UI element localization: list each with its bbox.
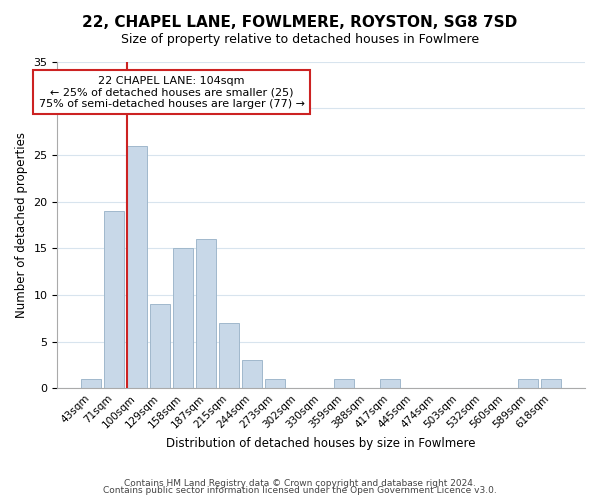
Y-axis label: Number of detached properties: Number of detached properties bbox=[15, 132, 28, 318]
Bar bbox=[196, 239, 216, 388]
Text: Contains public sector information licensed under the Open Government Licence v3: Contains public sector information licen… bbox=[103, 486, 497, 495]
Text: Size of property relative to detached houses in Fowlmere: Size of property relative to detached ho… bbox=[121, 32, 479, 46]
Text: Contains HM Land Registry data © Crown copyright and database right 2024.: Contains HM Land Registry data © Crown c… bbox=[124, 478, 476, 488]
Bar bbox=[220, 323, 239, 388]
Bar bbox=[151, 304, 170, 388]
Bar bbox=[518, 379, 538, 388]
Bar bbox=[265, 379, 285, 388]
Bar bbox=[104, 211, 124, 388]
Bar bbox=[173, 248, 193, 388]
Text: 22 CHAPEL LANE: 104sqm
← 25% of detached houses are smaller (25)
75% of semi-det: 22 CHAPEL LANE: 104sqm ← 25% of detached… bbox=[38, 76, 305, 108]
Bar bbox=[380, 379, 400, 388]
Bar bbox=[82, 379, 101, 388]
Bar bbox=[541, 379, 561, 388]
Bar bbox=[334, 379, 354, 388]
X-axis label: Distribution of detached houses by size in Fowlmere: Distribution of detached houses by size … bbox=[166, 437, 476, 450]
Text: 22, CHAPEL LANE, FOWLMERE, ROYSTON, SG8 7SD: 22, CHAPEL LANE, FOWLMERE, ROYSTON, SG8 … bbox=[82, 15, 518, 30]
Bar bbox=[242, 360, 262, 388]
Bar bbox=[127, 146, 147, 388]
